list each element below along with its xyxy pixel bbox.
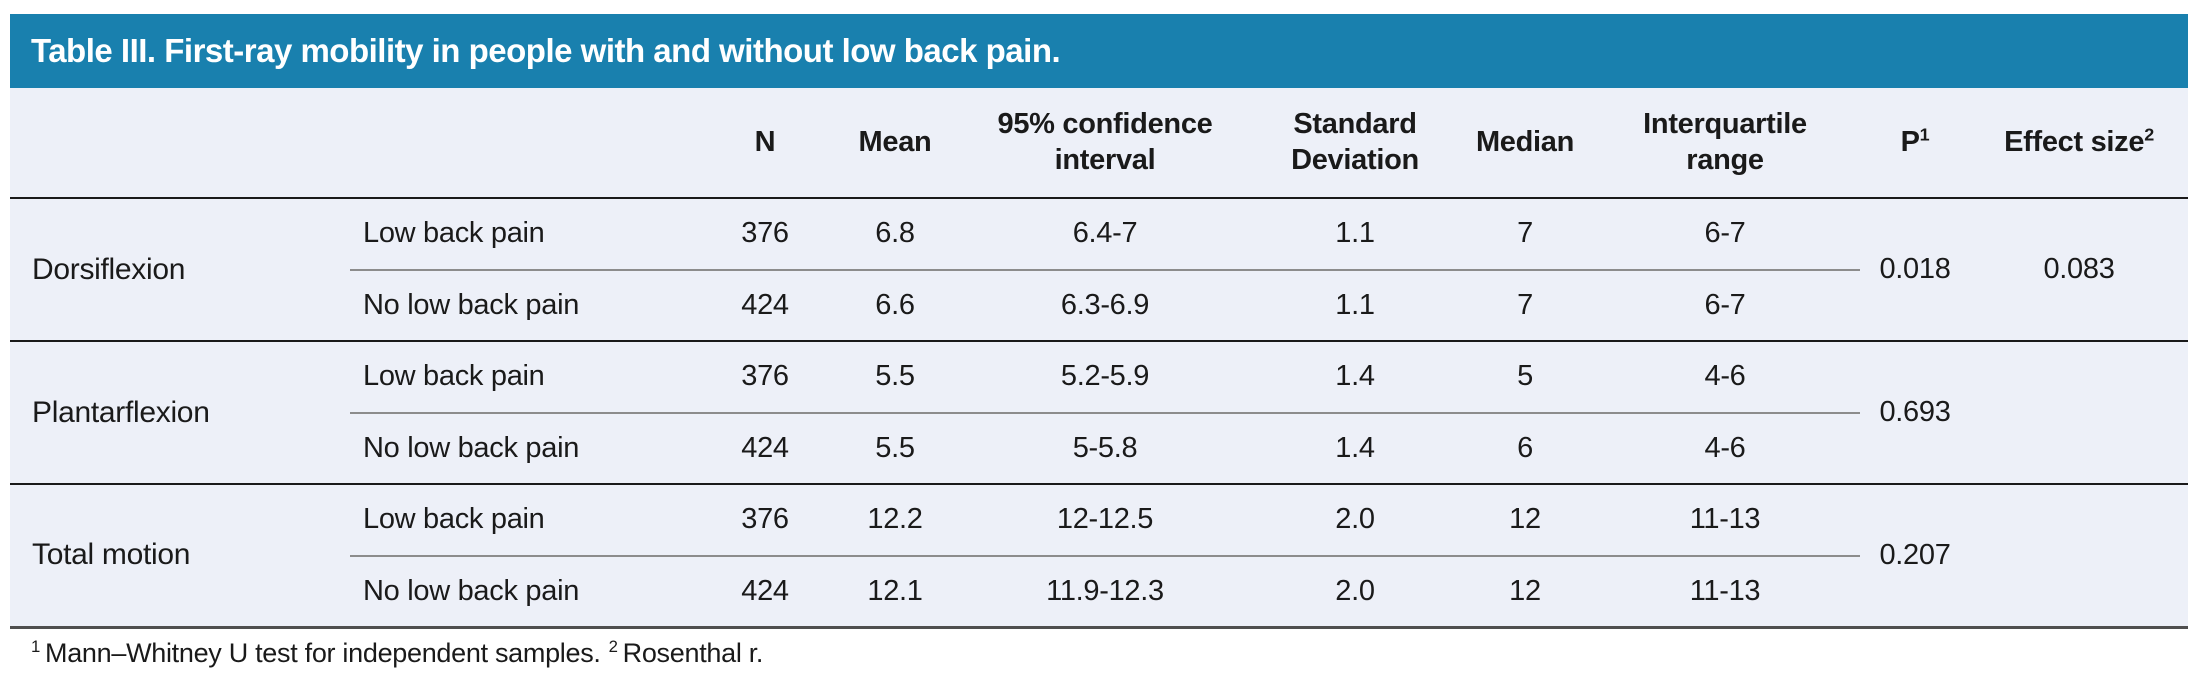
condition-cell: No low back pain [363,288,580,321]
sd-cell: 1.4 [1250,341,1460,414]
effect-size-cell [1970,484,2188,627]
effect-size-cell: 0.083 [2043,253,2115,285]
median-cell: 6 [1517,431,1533,464]
header-condition-spacer [350,88,700,198]
ci-cell: 6.3-6.9 [1060,288,1150,321]
ci-cell: 12-12.5 [960,484,1250,557]
sd-cell: 1.1 [1250,198,1460,271]
header-p-value: P1 [1900,124,1930,158]
table-title: Table III. First-ray mobility in people … [31,32,1061,69]
mean-cell: 5.5 [830,341,960,414]
section-plantarflexion: Plantarflexion Low back pain 376 5.5 5.2… [10,341,2188,484]
condition-cell: No low back pain [363,431,580,464]
condition-cell: Low back pain [350,484,700,557]
iqr-cell: 11-13 [1590,484,1860,557]
iqr-cell: 4-6 [1704,431,1746,464]
table-row: No low back pain 424 6.6 6.3-6.9 1.1 7 6… [10,270,2188,342]
section-dorsiflexion: Dorsiflexion Low back pain 376 6.8 6.4-7… [10,198,2188,341]
n-cell: 376 [700,484,830,557]
iqr-cell: 6-7 [1704,288,1746,321]
table-row: Total motion Low back pain 376 12.2 12-1… [10,484,2188,571]
condition-cell: No low back pain [363,574,580,607]
median-cell: 7 [1460,198,1590,271]
header-mean: Mean [858,125,932,158]
mean-cell: 5.5 [875,431,915,464]
median-cell: 5 [1460,341,1590,414]
table-row: No low back pain 424 5.5 5-5.8 1.4 6 4-6 [10,413,2188,485]
mean-cell: 6.8 [830,198,960,271]
header-group-spacer [10,88,350,198]
sd-cell: 2.0 [1335,574,1375,607]
ci-cell: 5-5.8 [1072,431,1138,464]
p-value-cell: 0.693 [1879,396,1951,428]
condition-cell: Low back pain [350,341,700,414]
header-standard-deviation: Standard Deviation [1291,108,1419,176]
table-footnote: 1 Mann–Whitney U test for independent sam… [10,638,2188,669]
group-label: Dorsiflexion [32,252,186,286]
table-row: Dorsiflexion Low back pain 376 6.8 6.4-7… [10,198,2188,286]
effect-size-cell [1970,341,2188,484]
group-label: Plantarflexion [32,395,210,429]
table-title-bar: Table III. First-ray mobility in people … [10,14,2188,88]
mean-cell: 6.6 [875,288,915,321]
footnote-text-1: Mann–Whitney U test for independent samp… [45,637,601,668]
table-row: No low back pain 424 12.1 11.9-12.3 2.0 … [10,556,2188,628]
iqr-cell: 11-13 [1689,574,1761,607]
sd-cell: 1.1 [1335,288,1375,321]
iqr-cell: 6-7 [1590,198,1860,271]
p-value-cell: 0.018 [1879,253,1951,285]
mean-cell: 12.1 [867,574,923,607]
n-cell: 376 [700,341,830,414]
ci-cell: 5.2-5.9 [960,341,1250,414]
n-cell: 424 [741,431,789,464]
n-cell: 376 [700,198,830,271]
n-cell: 424 [741,288,789,321]
footnote-superscript-1: 1 [31,636,41,656]
header-median: Median [1475,125,1575,158]
group-label: Total motion [32,538,191,572]
header-effect-size: Effect size2 [2004,124,2154,158]
footnote-superscript-2: 2 [608,636,618,656]
header-confidence-interval: 95% confidence interval [997,108,1213,176]
ci-cell: 11.9-12.3 [1046,574,1164,607]
table-header: N Mean 95% confidence interval Standard … [10,88,2188,198]
section-total-motion: Total motion Low back pain 376 12.2 12-1… [10,484,2188,627]
table-row: Plantarflexion Low back pain 376 5.5 5.2… [10,341,2188,429]
data-table: N Mean 95% confidence interval Standard … [10,88,2188,629]
sd-cell: 2.0 [1250,484,1460,557]
ci-cell: 6.4-7 [960,198,1250,271]
footnote-text-2: Rosenthal r. [622,637,764,668]
table-container: Table III. First-ray mobility in people … [10,14,2188,669]
n-cell: 424 [741,574,789,607]
p-value-cell: 0.207 [1879,538,1951,571]
iqr-cell: 4-6 [1590,341,1860,414]
mean-cell: 12.2 [830,484,960,557]
condition-cell: Low back pain [350,198,700,271]
median-cell: 12 [1460,484,1590,557]
header-n: N [754,125,776,158]
sd-cell: 1.4 [1335,431,1375,464]
median-cell: 7 [1517,288,1533,321]
median-cell: 12 [1509,574,1541,607]
header-interquartile-range: Interquartile range [1643,108,1807,176]
